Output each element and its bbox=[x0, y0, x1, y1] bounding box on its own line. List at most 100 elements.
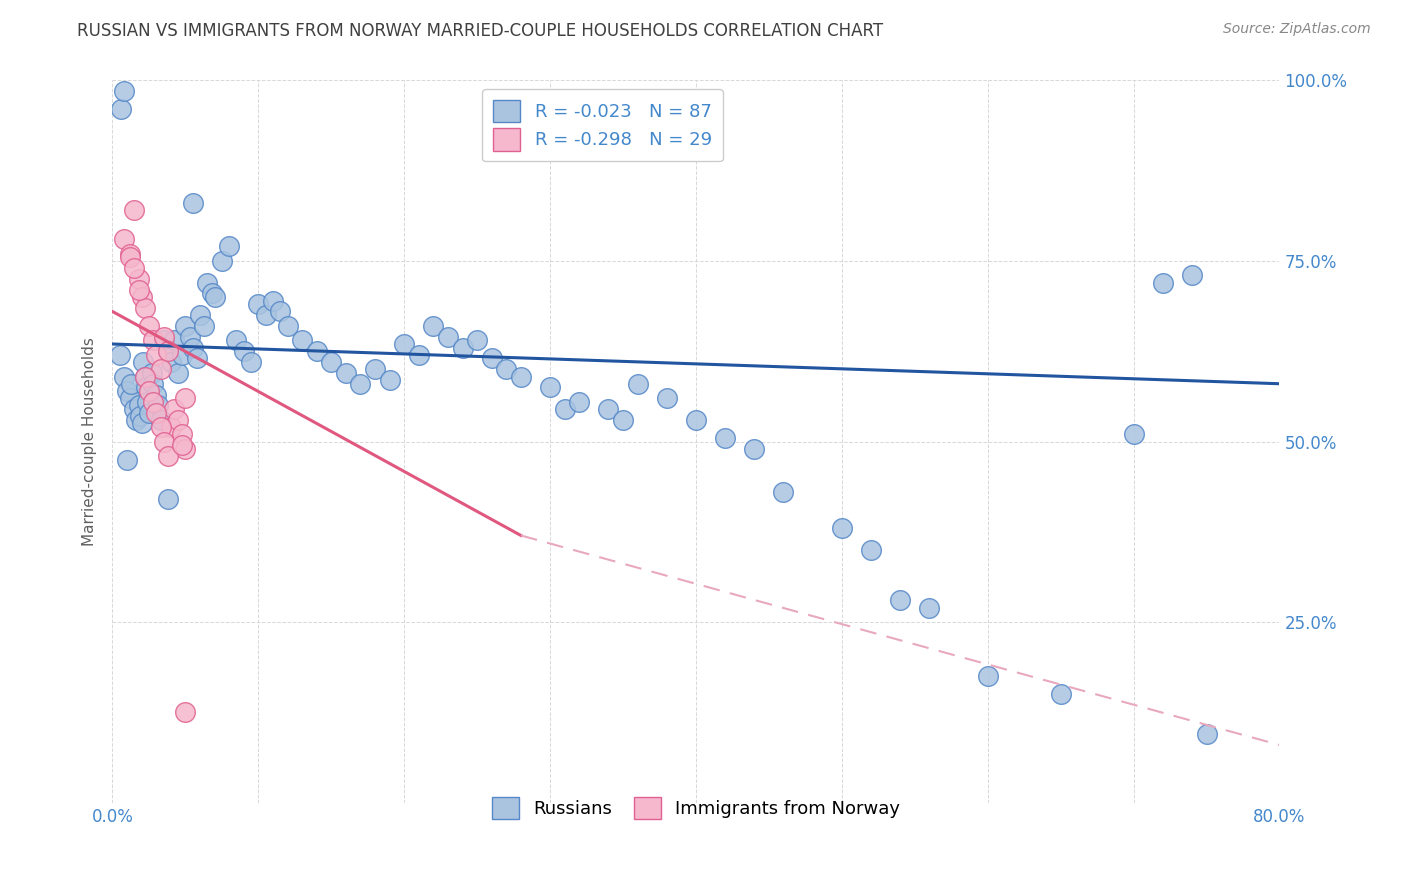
Point bbox=[554, 402, 576, 417]
Point bbox=[598, 402, 620, 417]
Point bbox=[138, 406, 160, 420]
Point bbox=[156, 344, 179, 359]
Point bbox=[195, 276, 218, 290]
Point bbox=[118, 246, 141, 260]
Point bbox=[138, 318, 160, 333]
Point bbox=[714, 431, 737, 445]
Point bbox=[138, 384, 160, 398]
Point bbox=[124, 261, 146, 276]
Point bbox=[145, 348, 167, 362]
Point bbox=[394, 337, 416, 351]
Point bbox=[1049, 687, 1071, 701]
Point bbox=[134, 301, 156, 315]
Point bbox=[225, 334, 247, 348]
Point bbox=[349, 376, 371, 391]
Point bbox=[142, 334, 165, 348]
Point bbox=[232, 344, 254, 359]
Point bbox=[918, 600, 941, 615]
Point bbox=[408, 348, 430, 362]
Point bbox=[174, 318, 197, 333]
Point bbox=[149, 362, 172, 376]
Point bbox=[627, 376, 650, 391]
Point bbox=[142, 394, 165, 409]
Point bbox=[174, 442, 197, 456]
Point bbox=[612, 413, 634, 427]
Point bbox=[437, 330, 460, 344]
Point bbox=[115, 452, 138, 467]
Point bbox=[124, 402, 146, 417]
Point bbox=[364, 362, 387, 376]
Point bbox=[211, 253, 233, 268]
Point bbox=[134, 369, 156, 384]
Y-axis label: Married-couple Households: Married-couple Households bbox=[82, 337, 97, 546]
Point bbox=[149, 420, 172, 434]
Point bbox=[186, 351, 208, 366]
Point bbox=[145, 387, 167, 401]
Point bbox=[860, 542, 883, 557]
Point bbox=[889, 593, 911, 607]
Point bbox=[976, 669, 998, 683]
Point bbox=[174, 706, 197, 720]
Legend: Russians, Immigrants from Norway: Russians, Immigrants from Norway bbox=[481, 786, 911, 830]
Point bbox=[128, 398, 150, 412]
Point bbox=[174, 391, 197, 405]
Text: Source: ZipAtlas.com: Source: ZipAtlas.com bbox=[1223, 22, 1371, 37]
Point bbox=[1181, 268, 1204, 283]
Point bbox=[112, 369, 135, 384]
Point bbox=[131, 417, 153, 431]
Point bbox=[110, 102, 132, 116]
Point bbox=[163, 402, 186, 417]
Point bbox=[218, 239, 240, 253]
Point bbox=[131, 290, 153, 304]
Point bbox=[125, 413, 148, 427]
Point bbox=[108, 348, 131, 362]
Point bbox=[152, 434, 174, 449]
Point bbox=[495, 362, 517, 376]
Point bbox=[422, 318, 444, 333]
Point bbox=[1195, 727, 1218, 741]
Point bbox=[378, 373, 401, 387]
Point bbox=[112, 84, 135, 98]
Point bbox=[188, 308, 211, 322]
Point bbox=[136, 394, 159, 409]
Point bbox=[156, 492, 179, 507]
Point bbox=[118, 250, 141, 264]
Point bbox=[451, 341, 474, 355]
Point bbox=[655, 391, 678, 405]
Point bbox=[132, 355, 155, 369]
Point bbox=[142, 376, 165, 391]
Point bbox=[254, 308, 277, 322]
Text: RUSSIAN VS IMMIGRANTS FROM NORWAY MARRIED-COUPLE HOUSEHOLDS CORRELATION CHART: RUSSIAN VS IMMIGRANTS FROM NORWAY MARRIE… bbox=[77, 22, 883, 40]
Point bbox=[128, 272, 150, 286]
Point bbox=[129, 409, 152, 424]
Point bbox=[118, 391, 141, 405]
Point bbox=[181, 341, 204, 355]
Point bbox=[204, 290, 226, 304]
Point bbox=[141, 366, 163, 380]
Point bbox=[568, 394, 591, 409]
Point bbox=[124, 203, 146, 218]
Point bbox=[321, 355, 343, 369]
Point bbox=[269, 304, 291, 318]
Point bbox=[135, 380, 157, 394]
Point bbox=[247, 297, 270, 311]
Point bbox=[291, 334, 314, 348]
Point bbox=[152, 334, 174, 348]
Point bbox=[276, 318, 298, 333]
Point bbox=[152, 330, 174, 344]
Point bbox=[128, 283, 150, 297]
Point bbox=[772, 485, 794, 500]
Point bbox=[172, 427, 194, 442]
Point bbox=[115, 384, 138, 398]
Point bbox=[146, 398, 169, 412]
Point bbox=[179, 330, 201, 344]
Point bbox=[201, 286, 224, 301]
Point bbox=[538, 380, 561, 394]
Point bbox=[685, 413, 707, 427]
Point bbox=[481, 351, 503, 366]
Point bbox=[240, 355, 263, 369]
Point bbox=[831, 521, 853, 535]
Point bbox=[465, 334, 488, 348]
Point bbox=[181, 196, 204, 211]
Point bbox=[509, 369, 531, 384]
